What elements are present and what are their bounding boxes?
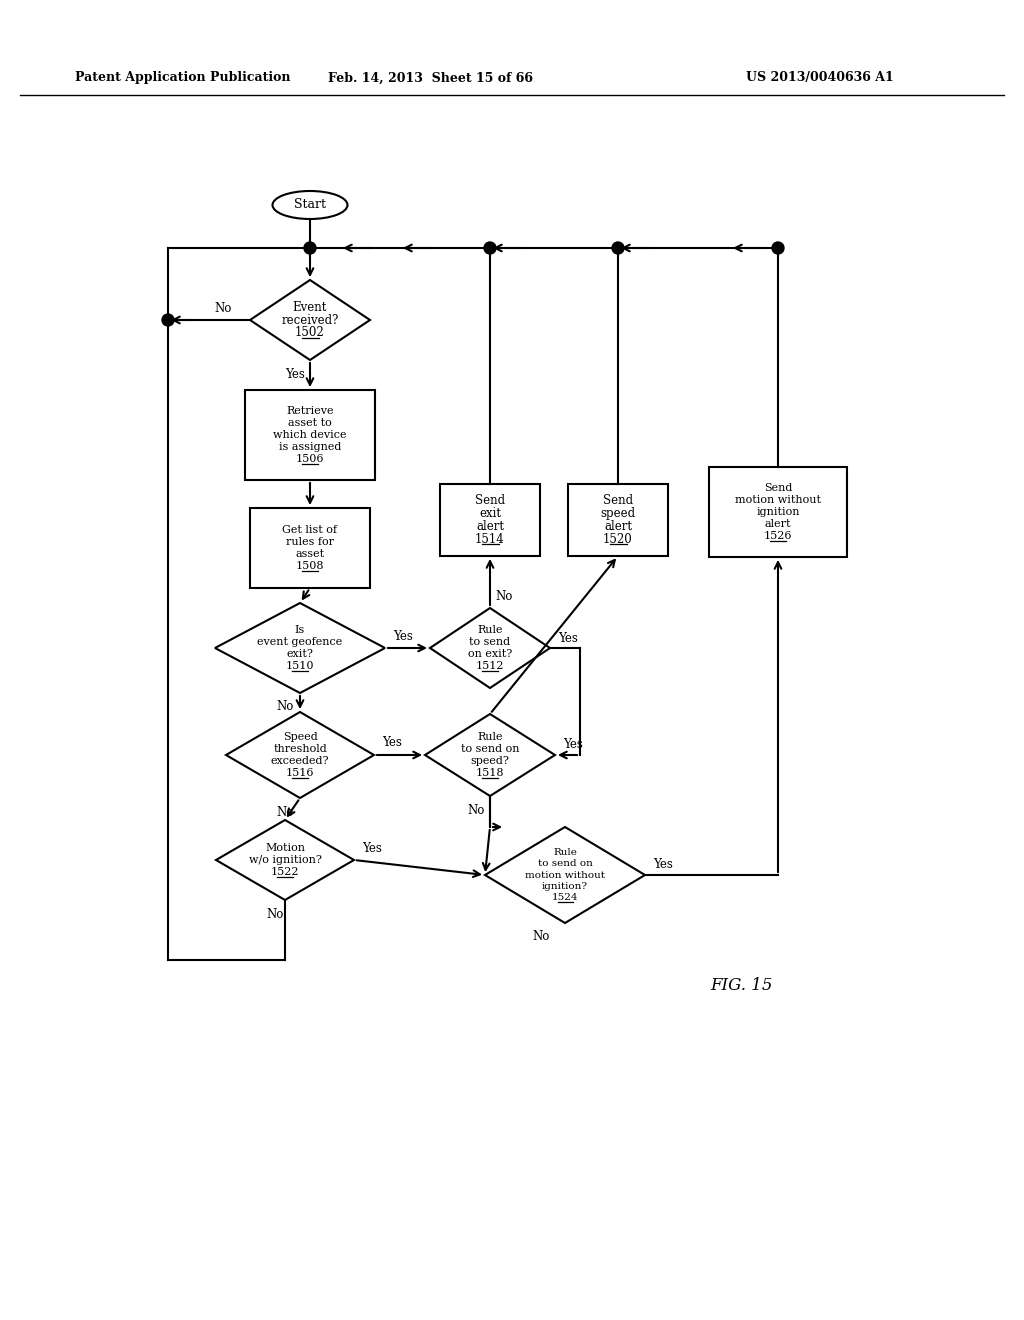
Circle shape bbox=[162, 314, 174, 326]
Text: threshold: threshold bbox=[273, 744, 327, 754]
Text: to send on: to send on bbox=[461, 744, 519, 754]
Text: ignition: ignition bbox=[757, 507, 800, 517]
Circle shape bbox=[772, 242, 784, 253]
Text: 1524: 1524 bbox=[552, 894, 579, 902]
Text: Yes: Yes bbox=[653, 858, 673, 871]
Text: Yes: Yes bbox=[563, 738, 583, 751]
Text: No: No bbox=[266, 908, 284, 920]
Text: Speed: Speed bbox=[283, 733, 317, 742]
Text: Yes: Yes bbox=[558, 631, 578, 644]
Text: Is: Is bbox=[295, 624, 305, 635]
Text: 1522: 1522 bbox=[270, 867, 299, 876]
Text: Feb. 14, 2013  Sheet 15 of 66: Feb. 14, 2013 Sheet 15 of 66 bbox=[328, 71, 532, 84]
Text: No: No bbox=[495, 590, 512, 602]
Text: 1518: 1518 bbox=[476, 768, 504, 777]
Text: No: No bbox=[215, 301, 232, 314]
Text: No: No bbox=[276, 701, 294, 714]
Text: to send: to send bbox=[469, 638, 511, 647]
Text: Yes: Yes bbox=[285, 367, 305, 380]
Circle shape bbox=[484, 242, 496, 253]
Bar bbox=[709, 467, 847, 557]
Text: asset: asset bbox=[296, 549, 325, 558]
Text: No: No bbox=[276, 805, 294, 818]
Text: Yes: Yes bbox=[382, 737, 401, 750]
Text: 1508: 1508 bbox=[296, 561, 325, 572]
Circle shape bbox=[304, 242, 316, 253]
Text: speed: speed bbox=[600, 507, 636, 520]
Text: Motion: Motion bbox=[265, 843, 305, 853]
Text: Event: Event bbox=[293, 301, 328, 314]
Text: which device: which device bbox=[273, 430, 347, 440]
Text: event geofence: event geofence bbox=[257, 638, 343, 647]
Text: exit: exit bbox=[479, 507, 501, 520]
Text: speed?: speed? bbox=[471, 756, 509, 766]
Text: w/o ignition?: w/o ignition? bbox=[249, 855, 322, 865]
Bar bbox=[245, 389, 375, 480]
Text: alert: alert bbox=[604, 520, 632, 533]
Text: Rule: Rule bbox=[477, 733, 503, 742]
Text: Send: Send bbox=[764, 483, 793, 492]
Text: 1506: 1506 bbox=[296, 454, 325, 465]
Text: to send on: to send on bbox=[538, 859, 593, 869]
Text: Send: Send bbox=[475, 495, 505, 507]
Text: Get list of: Get list of bbox=[283, 525, 338, 535]
Text: 1516: 1516 bbox=[286, 768, 314, 777]
Text: 1502: 1502 bbox=[295, 326, 325, 339]
Text: on exit?: on exit? bbox=[468, 649, 512, 659]
Text: Patent Application Publication: Patent Application Publication bbox=[75, 71, 291, 84]
Text: No: No bbox=[532, 931, 550, 944]
Circle shape bbox=[612, 242, 624, 253]
Text: received?: received? bbox=[282, 314, 339, 326]
Text: US 2013/0040636 A1: US 2013/0040636 A1 bbox=[746, 71, 894, 84]
Text: motion without: motion without bbox=[735, 495, 821, 506]
Text: alert: alert bbox=[476, 520, 504, 533]
Bar bbox=[440, 484, 540, 556]
Bar bbox=[250, 508, 370, 587]
Bar bbox=[568, 484, 668, 556]
Text: exit?: exit? bbox=[287, 649, 313, 659]
Text: Start: Start bbox=[294, 198, 326, 211]
Text: exceeded?: exceeded? bbox=[270, 756, 330, 766]
Text: ignition?: ignition? bbox=[542, 882, 588, 891]
Text: 1514: 1514 bbox=[475, 533, 505, 545]
Text: Yes: Yes bbox=[393, 630, 413, 643]
Text: Send: Send bbox=[603, 495, 633, 507]
Text: 1520: 1520 bbox=[603, 533, 633, 545]
Text: asset to: asset to bbox=[288, 418, 332, 428]
Text: Rule: Rule bbox=[553, 847, 577, 857]
Text: FIG. 15: FIG. 15 bbox=[710, 977, 772, 994]
Text: 1526: 1526 bbox=[764, 531, 793, 541]
Text: motion without: motion without bbox=[525, 870, 605, 879]
Text: Rule: Rule bbox=[477, 624, 503, 635]
Text: Yes: Yes bbox=[362, 842, 382, 854]
Text: rules for: rules for bbox=[286, 537, 334, 546]
Text: 1512: 1512 bbox=[476, 661, 504, 671]
Text: is assigned: is assigned bbox=[279, 442, 341, 451]
Text: Retrieve: Retrieve bbox=[287, 407, 334, 416]
Text: No: No bbox=[468, 804, 485, 817]
Text: alert: alert bbox=[765, 519, 792, 529]
Text: 1510: 1510 bbox=[286, 661, 314, 671]
